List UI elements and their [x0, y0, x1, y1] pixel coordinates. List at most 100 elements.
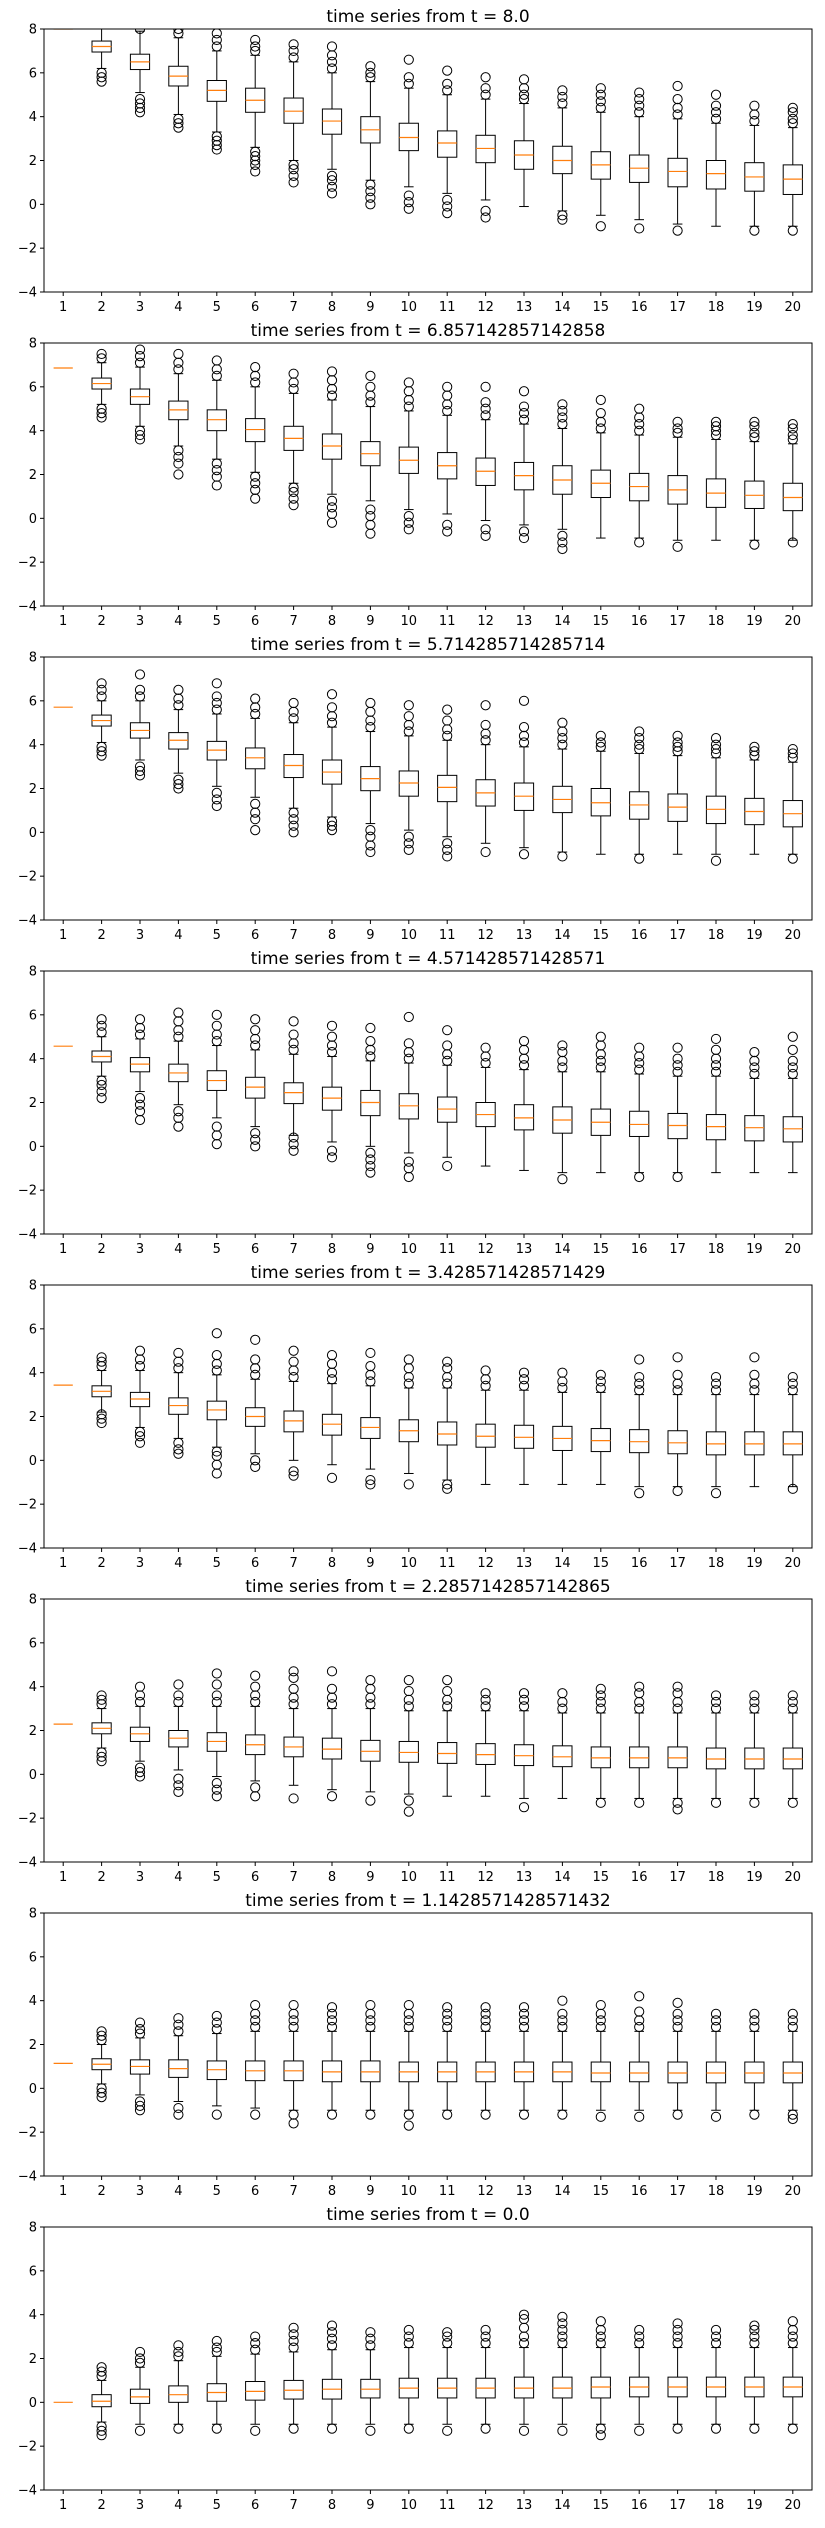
box-10 [398, 54, 419, 214]
flier-point [96, 2026, 107, 2037]
flier-point [787, 748, 798, 759]
flier-point [250, 1334, 261, 1345]
flier-point [672, 2021, 683, 2033]
x-tick-label: 14 [554, 1242, 571, 1257]
y-tick-label: −2 [18, 556, 37, 571]
box-14 [552, 1688, 573, 1799]
flier-point [595, 408, 606, 419]
box-19 [744, 1690, 765, 1808]
flier-point [134, 669, 146, 680]
x-tick-label: 2 [97, 2184, 105, 2199]
x-tick-label: 11 [439, 300, 456, 315]
flier-point [326, 1358, 338, 1370]
x-tick-label: 13 [516, 2184, 533, 2199]
y-tick-label: 6 [29, 66, 37, 81]
box-11 [437, 1356, 458, 1494]
flier-point [403, 394, 414, 406]
flier-point [480, 2338, 491, 2349]
flier-point [749, 2324, 760, 2336]
flier-point [250, 1782, 261, 1793]
flier-point [710, 2111, 722, 2122]
flier-point [672, 1797, 683, 1808]
flier-point [787, 1062, 798, 1073]
flier-point [250, 2109, 261, 2120]
y-tick-label: −2 [18, 1498, 37, 1513]
flier-point [173, 1112, 184, 1123]
flier-point [672, 102, 683, 114]
flier-point [288, 486, 299, 498]
flier-point [96, 2087, 107, 2098]
flier-point [634, 726, 645, 737]
flier-point [634, 87, 645, 98]
flier-point [211, 458, 222, 469]
box-6 [245, 693, 266, 836]
flier-point [518, 2322, 530, 2333]
x-tick-label: 20 [785, 1242, 802, 1257]
x-tick-label: 10 [401, 300, 418, 315]
x-tick-label: 4 [174, 1242, 182, 1257]
flier-point [595, 1690, 606, 1701]
flier-point [595, 1703, 606, 1714]
x-tick-label: 15 [593, 1556, 610, 1571]
flier-point [326, 366, 338, 377]
flier-point [442, 1160, 453, 1172]
y-tick-label: 2 [29, 2038, 37, 2053]
chart-title: time series from t = 8.0 [326, 7, 529, 27]
x-tick-label: 1 [59, 1242, 67, 1257]
x-tick-label: 17 [669, 300, 686, 315]
x-tick-label: 7 [289, 2498, 297, 2513]
flier-point [480, 728, 491, 739]
chart-panel-5: time series from t = 3.428571428571429 −4… [18, 1263, 813, 1571]
flier-point [672, 2331, 683, 2342]
flier-point [442, 390, 453, 401]
flier-point [442, 381, 453, 392]
flier-point [518, 1060, 530, 1071]
x-tick-label: 18 [708, 1242, 725, 1257]
flier-point [442, 2021, 453, 2033]
flier-point [173, 2019, 184, 2030]
flier-point [173, 1696, 184, 1708]
flier-point [518, 94, 530, 105]
flier-point [749, 1068, 760, 1080]
box-13 [513, 2309, 535, 2436]
flier-point [365, 390, 376, 401]
flier-point [710, 2423, 722, 2434]
box-10 [398, 377, 419, 535]
flier-point [288, 827, 299, 838]
x-tick-label: 3 [136, 300, 144, 315]
x-tick-label: 3 [136, 1242, 144, 1257]
flier-point [749, 746, 760, 757]
flier-point [787, 102, 798, 114]
flier-point [518, 2331, 530, 2342]
x-tick-label: 20 [785, 300, 802, 315]
flier-point [250, 1369, 261, 1380]
flier-point [518, 2002, 530, 2013]
flier-point [480, 1701, 491, 1712]
y-tick-label: −4 [18, 1856, 37, 1871]
flier-point [365, 1474, 376, 1486]
flier-point [480, 2423, 491, 2434]
box-19 [744, 2008, 765, 2120]
flier-point [787, 2008, 798, 2019]
box-10 [398, 2324, 419, 2434]
box-6 [245, 1670, 266, 1802]
x-tick-label: 19 [746, 300, 763, 315]
x-tick-label: 13 [516, 1556, 533, 1571]
flier-point [134, 98, 146, 109]
flier-point [250, 1014, 261, 1025]
flier-point [96, 403, 107, 414]
flier-point [710, 1797, 722, 1808]
flier-point [634, 1051, 645, 1062]
flier-point [749, 539, 760, 550]
flier-point [518, 2015, 530, 2026]
flier-point [480, 1365, 491, 1376]
box-18 [705, 732, 727, 866]
flier-point [134, 425, 146, 436]
y-tick-label: 0 [29, 2082, 37, 2097]
flier-point [595, 730, 606, 742]
flier-point [173, 2109, 184, 2120]
flier-point [557, 210, 568, 221]
flier-point [250, 1999, 261, 2011]
box-3 [129, 344, 151, 445]
flier-point [480, 83, 491, 94]
